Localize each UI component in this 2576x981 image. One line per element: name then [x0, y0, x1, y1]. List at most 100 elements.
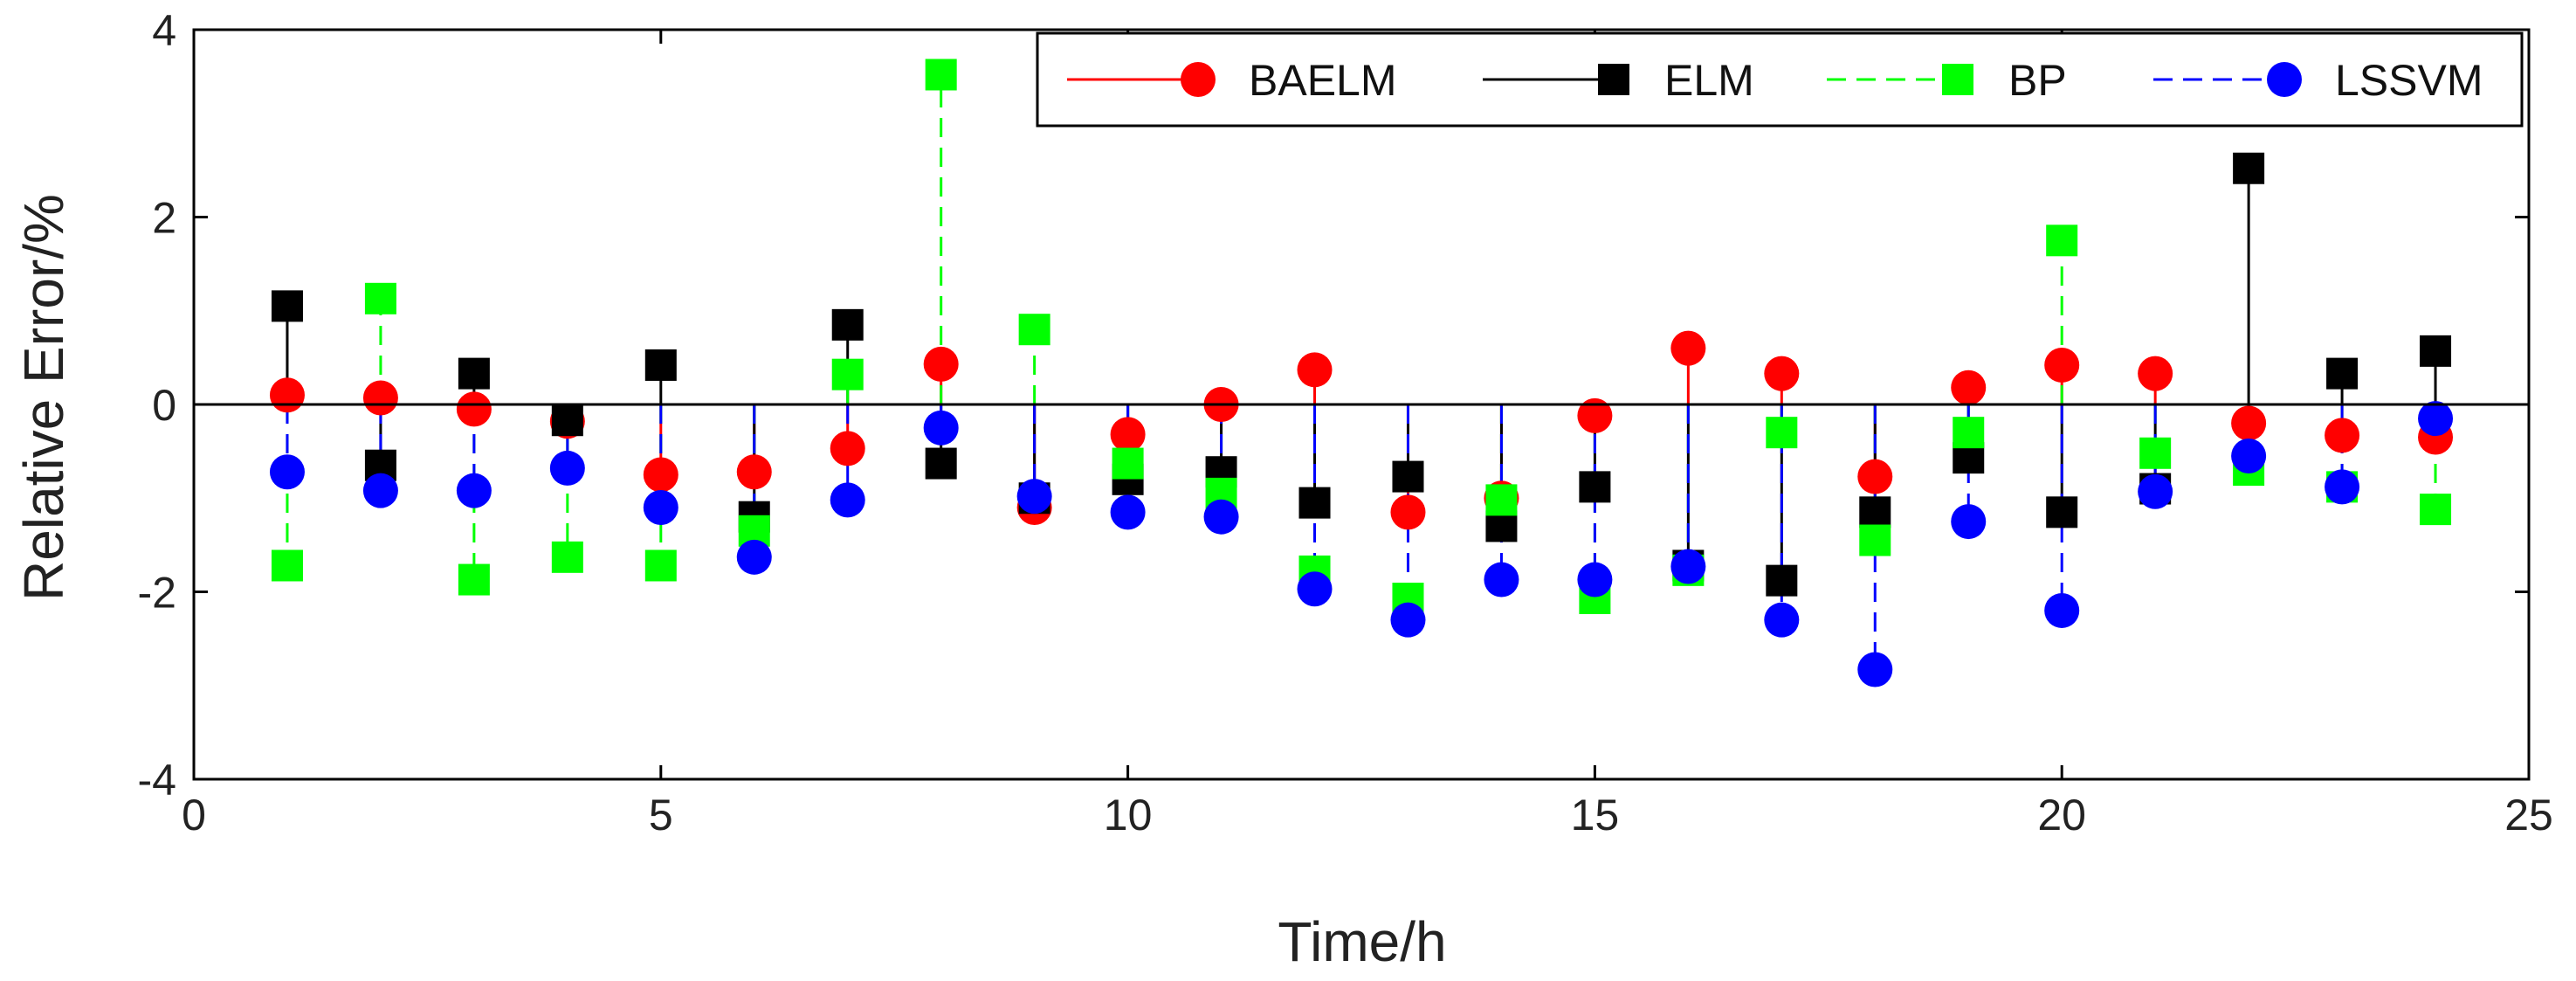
point-lssvm-16 — [1670, 549, 1706, 584]
x-tick-label-10: 10 — [1104, 791, 1153, 839]
point-bp-21 — [2139, 437, 2172, 469]
point-elm-8 — [925, 447, 957, 480]
point-lssvm-14 — [1484, 562, 1519, 598]
point-bp-8 — [925, 59, 957, 91]
point-lssvm-24 — [2418, 401, 2454, 437]
x-tick-label-0: 0 — [182, 791, 206, 839]
y-tick-label--2: -2 — [138, 569, 176, 618]
point-elm-4 — [551, 404, 583, 437]
point-elm-14 — [1485, 510, 1518, 542]
legend-marker-baelm — [1181, 62, 1216, 97]
legend-label-lssvm: LSSVM — [2335, 56, 2483, 105]
point-baelm-15 — [1577, 397, 1613, 433]
point-lssvm-9 — [1016, 479, 1052, 515]
point-baelm-5 — [643, 457, 678, 493]
legend-label-elm: ELM — [1664, 56, 1754, 105]
legend-marker-elm — [1598, 64, 1629, 95]
point-lssvm-1 — [269, 454, 305, 490]
point-elm-12 — [1298, 487, 1331, 519]
point-lssvm-8 — [923, 410, 959, 446]
point-bp-1 — [271, 549, 303, 582]
point-baelm-12 — [1297, 352, 1333, 388]
point-bp-5 — [644, 549, 677, 582]
point-elm-1 — [271, 290, 303, 322]
point-baelm-2 — [362, 380, 398, 416]
point-lssvm-12 — [1297, 571, 1333, 607]
point-bp-7 — [831, 358, 864, 390]
point-baelm-1 — [269, 377, 305, 413]
x-axis-title: Time/h — [1278, 910, 1446, 973]
point-lssvm-10 — [1110, 494, 1146, 530]
point-lssvm-20 — [2044, 592, 2080, 628]
point-baelm-16 — [1670, 330, 1706, 366]
point-elm-22 — [2233, 152, 2265, 184]
y-tick-label-4: 4 — [152, 6, 176, 55]
point-elm-3 — [458, 357, 490, 390]
point-baelm-8 — [923, 346, 959, 382]
legend-label-bp: BP — [2008, 56, 2067, 105]
point-bp-4 — [551, 541, 583, 573]
point-baelm-17 — [1764, 356, 1800, 391]
point-baelm-20 — [2044, 347, 2080, 383]
point-baelm-23 — [2325, 418, 2360, 453]
point-lssvm-22 — [2231, 438, 2267, 473]
point-bp-9 — [1018, 314, 1050, 346]
point-lssvm-19 — [1951, 504, 1987, 540]
point-lssvm-23 — [2325, 469, 2360, 505]
legend-label-baelm: BAELM — [1249, 56, 1397, 105]
legend-marker-bp — [1942, 64, 1973, 95]
point-lssvm-13 — [1390, 602, 1426, 638]
point-baelm-10 — [1110, 417, 1146, 453]
point-baelm-6 — [736, 454, 772, 490]
point-bp-2 — [364, 282, 396, 314]
y-axis-title: Relative Error/% — [12, 194, 75, 601]
point-elm-18 — [1859, 496, 1891, 528]
point-lssvm-18 — [1857, 652, 1893, 687]
point-lssvm-11 — [1203, 499, 1239, 535]
point-lssvm-4 — [549, 450, 585, 486]
point-lssvm-5 — [643, 489, 678, 525]
point-bp-3 — [458, 563, 490, 596]
legend: BAELM ELM BP LSSVM — [1036, 31, 2524, 128]
point-elm-5 — [644, 349, 677, 381]
point-lssvm-2 — [362, 473, 398, 508]
point-baelm-13 — [1390, 494, 1426, 530]
point-elm-7 — [831, 308, 864, 341]
point-elm-23 — [2326, 357, 2359, 390]
point-lssvm-21 — [2138, 473, 2173, 509]
point-lssvm-17 — [1764, 602, 1800, 638]
y-tick-label-0: 0 — [152, 381, 176, 430]
point-elm-15 — [1579, 471, 1611, 503]
point-elm-17 — [1766, 564, 1798, 597]
point-bp-14 — [1485, 484, 1518, 516]
legend-marker-lssvm — [2267, 62, 2302, 97]
axis-ticks: 0 5 10 15 20 25 -4 -2 0 2 4 — [138, 6, 2553, 839]
y-tick-label--4: -4 — [138, 756, 176, 805]
x-tick-label-20: 20 — [2037, 791, 2086, 839]
point-bp-17 — [1766, 417, 1798, 449]
x-tick-label-5: 5 — [649, 791, 673, 839]
point-elm-13 — [1392, 460, 1424, 493]
point-baelm-22 — [2231, 405, 2267, 441]
point-lssvm-3 — [456, 473, 492, 508]
point-baelm-18 — [1857, 459, 1893, 494]
point-baelm-21 — [2138, 356, 2173, 391]
y-tick-label-2: 2 — [152, 194, 176, 243]
point-bp-19 — [1953, 417, 1985, 449]
point-bp-24 — [2420, 494, 2452, 526]
point-bp-10 — [1112, 447, 1144, 480]
point-baelm-3 — [456, 391, 492, 427]
point-bp-18 — [1859, 524, 1891, 556]
x-tick-label-15: 15 — [1571, 791, 1620, 839]
point-elm-24 — [2420, 335, 2452, 367]
point-bp-20 — [2046, 225, 2078, 257]
point-baelm-7 — [830, 431, 865, 466]
point-lssvm-6 — [736, 539, 772, 575]
point-baelm-19 — [1951, 370, 1987, 405]
data-markers — [269, 59, 2454, 687]
x-tick-label-25: 25 — [2504, 791, 2553, 839]
point-elm-20 — [2046, 496, 2078, 528]
point-lssvm-7 — [830, 482, 865, 518]
point-lssvm-15 — [1577, 562, 1613, 598]
